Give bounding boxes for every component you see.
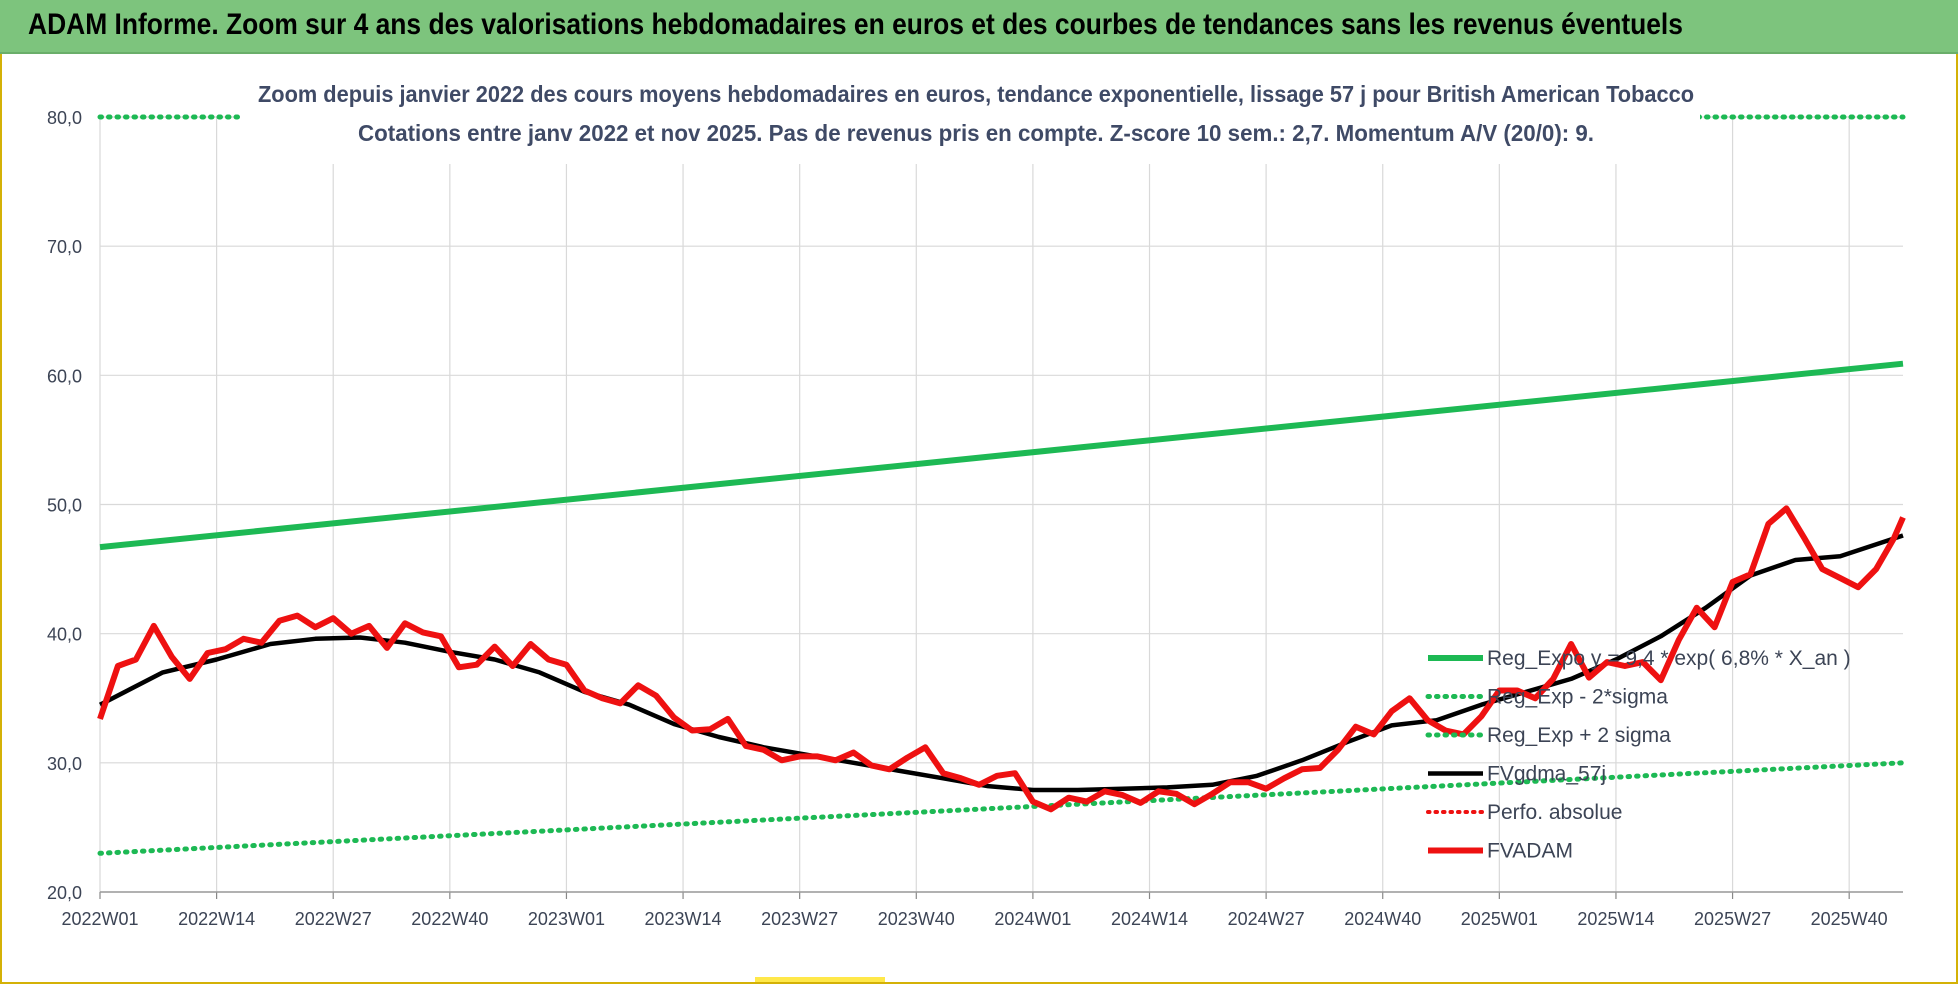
x-tick-label: 2025W27 bbox=[1694, 909, 1771, 929]
page-title: ADAM Informe. Zoom sur 4 ans des valoris… bbox=[28, 8, 1683, 41]
y-tick-label: 80,0 bbox=[47, 108, 82, 128]
x-tick-label: 2025W14 bbox=[1577, 909, 1654, 929]
line-chart: 20,030,040,050,060,070,080,0 2022W01 2022… bbox=[6, 54, 1950, 974]
x-tick-label: 2022W01 bbox=[61, 909, 138, 929]
x-tick-label: 2022W14 bbox=[178, 909, 255, 929]
x-tick-label: 2024W14 bbox=[1111, 909, 1188, 929]
series-line-fvgdma-57j bbox=[98, 533, 1904, 793]
x-tick-label: 2023W14 bbox=[645, 909, 722, 929]
legend-label: Perfo. absolue bbox=[1487, 801, 1622, 824]
legend-label: FVgdma_57j bbox=[1487, 763, 1606, 786]
y-axis-ticks: 20,0 30,0 40,0 50,0 60,0 70,0 80,0 bbox=[47, 108, 82, 903]
y-tick-label: 50,0 bbox=[47, 496, 82, 516]
legend-label: Reg_Exp - 2*sigma bbox=[1487, 686, 1668, 709]
y-tick-label: 20,0 bbox=[47, 883, 82, 903]
y-tick-label: 40,0 bbox=[47, 625, 82, 645]
x-axis-ticks: 2022W01 2022W14 2022W27 2022W40 2023W01 2023W… bbox=[61, 891, 1903, 929]
x-tick-label: 2025W40 bbox=[1811, 909, 1888, 929]
series-line-reg-expo-y-9-4-exp-6-8-x-an bbox=[99, 360, 1904, 551]
legend-label: FVADAM bbox=[1487, 840, 1573, 863]
chart-subtitle: Cotations entre janv 2022 et nov 2025. P… bbox=[358, 120, 1594, 146]
y-tick-label: 70,0 bbox=[47, 237, 82, 257]
bottom-scroll-marker bbox=[755, 977, 885, 982]
y-tick-label: 60,0 bbox=[47, 366, 82, 386]
chart-title: Zoom depuis janvier 2022 des cours moyen… bbox=[258, 81, 1694, 107]
x-tick-label: 2025W01 bbox=[1461, 909, 1538, 929]
x-tick-label: 2024W01 bbox=[994, 909, 1071, 929]
x-tick-label: 2022W40 bbox=[411, 909, 488, 929]
y-tick-label: 30,0 bbox=[47, 754, 82, 774]
plot-background bbox=[6, 54, 1950, 974]
x-tick-label: 2022W27 bbox=[295, 909, 372, 929]
x-tick-label: 2023W01 bbox=[528, 909, 605, 929]
legend-label: Reg_Exp + 2 sigma bbox=[1487, 724, 1671, 747]
x-tick-label: 2024W27 bbox=[1228, 909, 1305, 929]
x-tick-label: 2024W40 bbox=[1344, 909, 1421, 929]
series-line-fvadam bbox=[97, 505, 1906, 813]
x-tick-label: 2023W40 bbox=[878, 909, 955, 929]
legend: Reg_Expo y = 9,4 * exp( 6,8% * X_an ) Reg… bbox=[1425, 647, 1851, 863]
gridlines bbox=[99, 116, 1903, 893]
series-line-reg-exp-2-sigma bbox=[97, 760, 1906, 856]
legend-label: Reg_Expo y = 9,4 * exp( 6,8% * X_an ) bbox=[1487, 647, 1851, 670]
x-tick-label: 2023W27 bbox=[761, 909, 838, 929]
title-backdrop bbox=[240, 66, 1700, 164]
header-bar: ADAM Informe. Zoom sur 4 ans des valoris… bbox=[0, 0, 1958, 54]
